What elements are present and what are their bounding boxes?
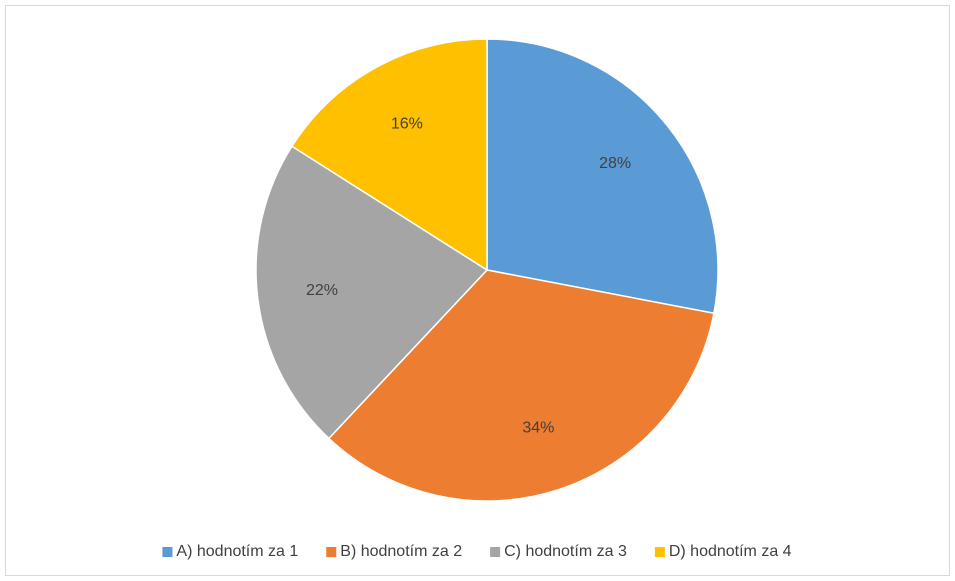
legend-swatch bbox=[162, 547, 173, 557]
data-label: 22% bbox=[306, 282, 338, 299]
legend-swatch bbox=[654, 547, 665, 557]
legend-label: D) hodnotím za 4 bbox=[669, 543, 792, 560]
legend-swatch bbox=[326, 547, 337, 557]
data-label: 28% bbox=[599, 155, 631, 172]
data-label: 34% bbox=[522, 419, 554, 436]
legend-label: A) hodnotím za 1 bbox=[176, 543, 298, 560]
legend-label: C) hodnotím za 3 bbox=[504, 543, 627, 560]
pie-slice bbox=[486, 38, 719, 315]
legend-label: B) hodnotím za 2 bbox=[340, 543, 462, 560]
data-label: 16% bbox=[391, 115, 423, 132]
pie-slice bbox=[290, 38, 488, 272]
pie-slice bbox=[327, 269, 715, 502]
pie-slice bbox=[255, 145, 489, 440]
legend-swatch bbox=[490, 547, 501, 557]
